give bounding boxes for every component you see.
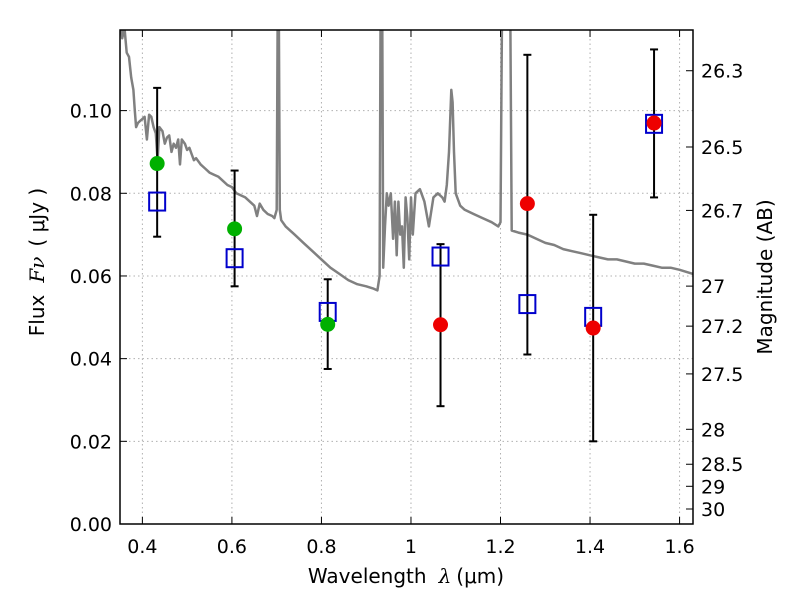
y-axis-label: FluxFν( μJy ) <box>25 188 49 336</box>
model-photometry-square <box>431 246 450 267</box>
plot-frame <box>119 29 694 525</box>
magnitude-tick-label: 29 <box>701 476 725 498</box>
x-axis-label: Wavelength λ (μm) <box>308 564 504 588</box>
x-tick-label: 1.4 <box>575 536 605 558</box>
y-tick-label: 0.04 <box>70 349 112 371</box>
x-tick-label: 0.8 <box>306 536 336 558</box>
x-tick-label: 1 <box>405 536 417 558</box>
y-tick-label: 0.06 <box>70 266 112 288</box>
magnitude-axis-label: Magnitude (AB) <box>753 199 777 354</box>
x-tick-label: 0.6 <box>217 536 247 558</box>
x-tick-label: 1.2 <box>485 536 515 558</box>
magnitude-tick-label: 30 <box>701 499 725 521</box>
upper-point <box>519 196 535 212</box>
model-photometry-square <box>148 191 167 212</box>
detection-point <box>149 156 165 172</box>
model-spectrum-line <box>120 30 693 292</box>
detection-point <box>320 316 336 332</box>
upper-point <box>646 115 662 131</box>
y-tick-label: 0.10 <box>70 101 112 123</box>
upper-point <box>585 320 601 336</box>
magnitude-tick-label: 27.2 <box>701 316 743 338</box>
x-tick-label: 1.6 <box>664 536 694 558</box>
detection-point <box>227 221 243 237</box>
magnitude-tick-label: 28 <box>701 419 725 441</box>
x-tick-label: 0.4 <box>127 536 157 558</box>
model-photometry-square <box>518 294 537 315</box>
y-tick-label: 0.08 <box>70 183 112 205</box>
magnitude-tick-label: 27.5 <box>701 364 743 386</box>
y-tick-label: 0.00 <box>70 514 112 536</box>
model-photometry-square <box>645 113 664 134</box>
upper-point <box>433 317 449 333</box>
magnitude-tick-label: 26.5 <box>701 137 743 159</box>
magnitude-tick-label: 28.5 <box>701 454 743 476</box>
axis-ticks: 0.4 0.6 0.8 1 1.2 1.4 1.6 0.00 0.02 0.04 0.06 0.08 0… <box>70 30 743 558</box>
magnitude-tick-label: 27 <box>701 276 725 298</box>
magnitude-tick-label: 26.3 <box>701 61 743 83</box>
y-tick-label: 0.02 <box>70 431 112 453</box>
magnitude-tick-label: 26.7 <box>701 200 743 222</box>
plot-area <box>120 30 693 443</box>
model-photometry-square <box>225 248 244 269</box>
